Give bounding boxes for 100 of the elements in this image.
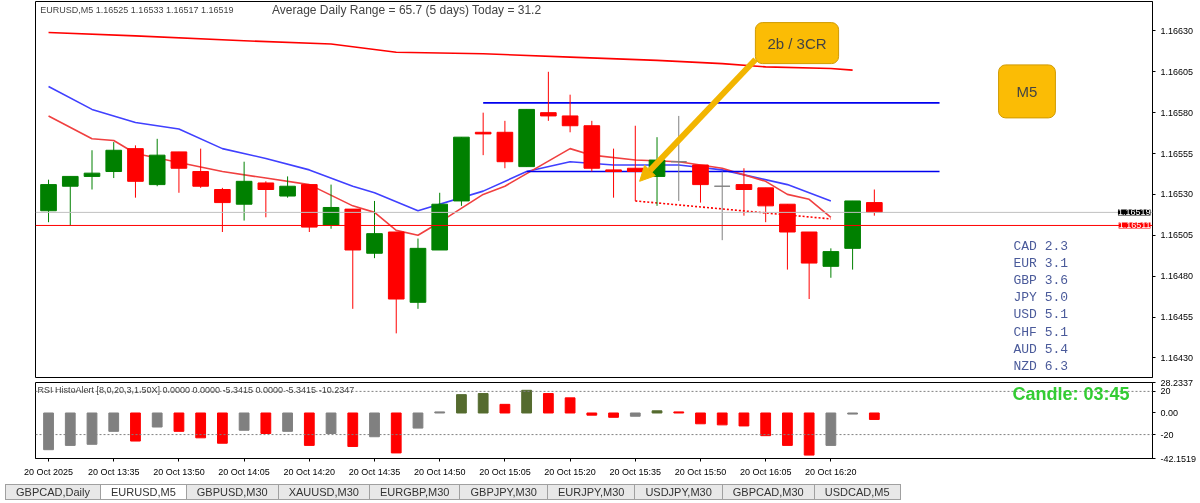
bar	[347, 412, 359, 447]
x-tick-label: 20 Oct 14:35	[348, 466, 401, 477]
annotation: EUR 3.1	[1013, 255, 1069, 271]
candlestick	[670, 115, 688, 202]
line-series	[47, 115, 832, 237]
bar	[477, 393, 489, 414]
text: USDCAD,M5	[813, 484, 901, 500]
candlestick	[192, 148, 209, 189]
annotation: JPY 5.0	[1013, 290, 1069, 306]
y-tick-label: 1.16630	[1160, 25, 1194, 36]
bar	[651, 410, 663, 414]
candlestick	[257, 180, 275, 218]
ref-line-label: 1.16511	[1118, 220, 1151, 231]
text: XAUUSD,M30	[277, 484, 370, 500]
bar	[760, 412, 772, 437]
candlestick	[735, 167, 753, 217]
text: GBPCAD,M30	[721, 484, 815, 500]
candlestick	[561, 94, 579, 133]
x-tick-label: 20 Oct 13:50	[153, 466, 205, 477]
annotation: Average Daily Range = 65.7 (5 days) Today = 31.2	[272, 3, 542, 18]
bar	[412, 412, 424, 429]
x-tick-label: 20 Oct 14:50	[413, 466, 466, 477]
annotation: GBP 3.6	[1013, 272, 1069, 288]
text: EURUSD,M5 1.16525 1.16533 1.16517 1.16519	[40, 5, 234, 16]
x-tick-label: 20 Oct 15:35	[609, 466, 662, 477]
candlestick	[713, 171, 731, 241]
y-tick-label: -42.1519	[1160, 453, 1197, 464]
bar	[130, 412, 141, 442]
bar	[542, 393, 554, 414]
annotation: 2b / 3CR	[767, 34, 827, 52]
x-tick-label: 20 Oct 13:35	[87, 466, 140, 477]
candlestick	[474, 112, 492, 156]
bar	[716, 412, 728, 426]
bar	[217, 412, 228, 444]
candlestick	[366, 200, 383, 259]
annotation: M5	[1016, 82, 1038, 100]
y-tick-label: 1.16605	[1160, 66, 1194, 77]
line-series	[47, 31, 854, 71]
annotation: CHF 5.1	[1013, 324, 1069, 340]
y-tick-label: 1.16455	[1160, 312, 1194, 323]
y-tick-label: 1.16480	[1160, 271, 1194, 282]
candlestick	[605, 148, 622, 199]
y-tick-label: 28.2337	[1160, 377, 1194, 388]
candlestick	[322, 184, 340, 230]
bar	[868, 412, 880, 420]
y-tick-label: -20	[1160, 429, 1174, 440]
text: USDJPY,M30	[634, 484, 723, 500]
bar	[238, 412, 250, 431]
x-tick-label: 20 Oct 15:20	[544, 466, 596, 477]
candlestick	[83, 149, 101, 190]
candlestick	[279, 175, 296, 199]
candlestick	[866, 189, 883, 217]
bar	[803, 412, 815, 456]
candlestick	[105, 141, 123, 179]
text: EURJPY,M30	[546, 484, 636, 500]
bar	[629, 412, 641, 417]
bar	[303, 412, 315, 446]
candlestick	[170, 151, 188, 194]
x-tick-label: 20 Oct 15:50	[674, 466, 727, 477]
y-tick-label: 1.16555	[1160, 148, 1194, 159]
bar	[695, 412, 706, 425]
candlestick	[235, 161, 253, 222]
annotation: AUD 5.4	[1013, 341, 1069, 357]
bar	[564, 397, 576, 414]
candlestick	[692, 164, 709, 204]
text: EURGBP,M30	[368, 484, 461, 500]
bar	[521, 389, 533, 414]
text: GBPCAD,Daily	[5, 484, 101, 500]
text: EURUSD,M5	[99, 484, 187, 500]
bar	[586, 412, 598, 416]
y-tick-label: 1.16505	[1160, 230, 1194, 241]
candlestick	[540, 71, 557, 122]
y-tick-label: 1.16530	[1160, 189, 1194, 200]
text: GBPJPY,M30	[459, 484, 548, 500]
x-tick-label: 20 Oct 14:20	[283, 466, 336, 477]
x-tick-label: 20 Oct 16:20	[805, 466, 857, 477]
bar	[151, 412, 163, 428]
bar	[173, 412, 185, 432]
bar	[260, 412, 272, 434]
bar	[390, 412, 402, 454]
x-tick-label: 20 Oct 15:05	[479, 466, 531, 477]
candlestick	[822, 247, 840, 279]
y-tick-label: 0.00	[1160, 407, 1179, 418]
bar	[738, 412, 750, 427]
x-tick-label: 20 Oct 2025	[24, 466, 74, 477]
bar	[456, 394, 467, 414]
y-tick-label: 1.16580	[1160, 107, 1194, 118]
line-series	[47, 85, 832, 212]
y-tick-label: 1.16430	[1160, 352, 1194, 363]
bar	[195, 412, 207, 439]
ref-line-label: 1.16519	[1117, 207, 1151, 218]
annotation: NZD 6.3	[1013, 358, 1069, 374]
y-tick-label: 20	[1160, 386, 1171, 397]
chart-title: RSI HistoAlert [8,0,20,3,1.50X] 0.0000 0.0000 -5.3415 0.0000 -5.3415 -10.2347	[37, 384, 355, 395]
annotation: Candle: 03:45	[1012, 383, 1130, 404]
bar	[608, 412, 619, 418]
x-tick-label: 20 Oct 14:05	[218, 466, 270, 477]
annotation: USD 5.1	[1013, 307, 1069, 323]
bar	[282, 412, 293, 432]
bar	[782, 412, 793, 446]
